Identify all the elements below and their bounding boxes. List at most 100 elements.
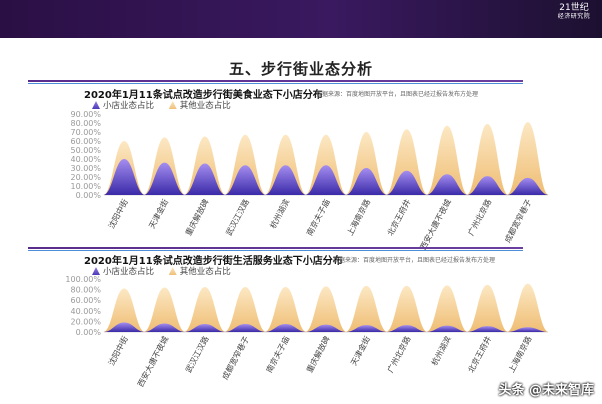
x-tick-label: 广州北京路 [466, 197, 494, 237]
x-tick-label: 武汉江汉路 [183, 334, 211, 374]
other-share-peak [264, 134, 307, 195]
x-tick-label: 西安大唐不夜城 [135, 334, 170, 388]
other-share-peak [224, 134, 267, 195]
small-store-share-peak [466, 326, 509, 332]
title-divider-accent [28, 83, 523, 84]
section-divider [28, 247, 523, 249]
logo-mark: 21世纪 [559, 3, 589, 13]
chart2-title: 2020年1月11条试点改造步行街生活服务业态下小店分布 [84, 256, 343, 267]
legend-swatch-small-store-2 [92, 267, 100, 275]
small-store-share-peak [466, 176, 509, 195]
chart2-area-chart: 0.00% 20.00%40.00% 60.00%80.00% 100.00% 沈阳中街… [65, 275, 549, 388]
legend-label-small-store-2: 小店业态占比 [103, 267, 155, 277]
chart1-area-chart: 0.00%10.00%20.00%30.00%40.00%50.00%60.00… [70, 110, 549, 251]
chart1-legend: 小店业态占比 其他业态占比 [92, 99, 243, 111]
small-store-share-peak [143, 323, 186, 332]
legend-label-small-store: 小店业态占比 [103, 101, 155, 111]
y-tick-label: 100.00% [65, 275, 101, 284]
other-share-peak [426, 285, 469, 332]
x-tick-label: 重庆解放碑 [304, 334, 332, 374]
small-store-share-peak [305, 324, 347, 332]
legend-item-other: 其他业态占比 [168, 101, 231, 111]
y-tick-label: 0.00% [76, 328, 102, 337]
y-tick-label: 0.00% [76, 191, 102, 200]
other-share-peak [224, 286, 267, 332]
x-tick-label: 沈阳中街 [106, 197, 130, 230]
small-store-share-peak [426, 325, 469, 332]
chart1-title: 2020年1月11条试点改造步行街美食业态下小店分布 [84, 90, 323, 101]
brand-logo: 21世纪 经济研究院 [552, 3, 596, 35]
x-tick-label: 重庆解放碑 [183, 197, 211, 237]
y-tick-label: 30.00% [70, 164, 101, 173]
small-store-share-peak [345, 325, 388, 332]
small-store-share-peak [506, 327, 549, 332]
small-store-share-peak [385, 325, 428, 332]
small-store-share-peak [224, 165, 267, 195]
y-tick-label: 70.00% [70, 128, 101, 137]
x-tick-label: 南京夫子庙 [304, 197, 332, 237]
small-store-share-peak [103, 159, 146, 195]
x-tick-label: 北京王府井 [466, 334, 494, 374]
other-share-peak [305, 286, 347, 332]
y-tick-label: 20.00% [70, 173, 101, 182]
x-tick-label: 南京夫子庙 [264, 334, 292, 374]
header-bar: 21世纪 经济研究院 [0, 0, 602, 38]
chart2-source: 数据来源：百度地图开放平台，且图表已经过报告发布方处理 [333, 257, 496, 264]
legend-label-other: 其他业态占比 [179, 101, 231, 111]
small-store-share-peak [345, 168, 388, 195]
y-tick-label: 60.00% [70, 296, 101, 305]
small-store-share-peak [506, 177, 549, 195]
x-tick-label: 天津金街 [146, 197, 170, 230]
y-tick-label: 80.00% [70, 119, 101, 128]
x-tick-label: 广州北京路 [385, 334, 413, 374]
small-store-share-peak [224, 324, 267, 332]
chart1-source: 数据来源：百度地图开放平台，且图表已经过报告发布方处理 [316, 91, 479, 98]
chart2-legend: 小店业态占比 其他业态占比 [92, 265, 243, 277]
small-store-share-peak [183, 163, 226, 195]
legend-swatch-small-store [92, 101, 100, 109]
x-tick-label: 上海南京路 [345, 197, 373, 237]
other-share-peak [385, 129, 428, 195]
small-store-share-peak [143, 162, 186, 195]
small-store-share-peak [305, 165, 347, 195]
y-tick-label: 60.00% [70, 137, 101, 146]
legend-swatch-other [168, 101, 177, 109]
logo-text: 经济研究院 [557, 13, 591, 20]
other-share-peak [426, 125, 469, 195]
legend-item-other-2: 其他业态占比 [168, 267, 231, 277]
y-tick-label: 20.00% [70, 317, 101, 326]
small-store-share-peak [426, 174, 469, 195]
small-store-share-peak [103, 322, 146, 332]
x-tick-label: 北京王府井 [385, 197, 413, 237]
y-tick-label: 10.00% [70, 182, 101, 191]
x-tick-label: 成都宽窄巷子 [502, 197, 533, 244]
legend-label-other-2: 其他业态占比 [179, 267, 231, 277]
section-divider-accent [28, 250, 523, 251]
other-share-peak [183, 286, 226, 332]
y-tick-label: 50.00% [70, 146, 101, 155]
y-tick-label: 40.00% [70, 307, 101, 316]
small-store-share-peak [183, 324, 226, 332]
x-tick-label: 上海南京路 [506, 334, 534, 374]
watermark: 头条 @未来智库 [498, 383, 594, 398]
x-tick-label: 沈阳中街 [106, 334, 130, 367]
page-title: 五、步行街业态分析 [228, 60, 373, 78]
x-tick-label: 成都宽窄巷子 [220, 334, 251, 381]
x-tick-label: 武汉江汉路 [223, 197, 251, 237]
other-share-peak [103, 288, 146, 332]
other-share-peak [305, 134, 347, 195]
other-share-peak [506, 283, 549, 332]
y-tick-label: 90.00% [70, 110, 101, 119]
other-share-peak [385, 285, 428, 332]
small-store-share-peak [385, 170, 428, 195]
other-share-peak [345, 132, 388, 195]
other-share-peak [143, 287, 186, 332]
other-share-peak [466, 284, 509, 332]
title-divider [28, 80, 523, 82]
legend-swatch-other-2 [168, 267, 177, 275]
x-tick-label: 西安大唐不夜城 [418, 197, 453, 251]
other-share-peak [466, 123, 509, 195]
y-tick-label: 80.00% [70, 286, 101, 295]
other-share-peak [264, 286, 307, 332]
y-tick-label: 40.00% [70, 155, 101, 164]
